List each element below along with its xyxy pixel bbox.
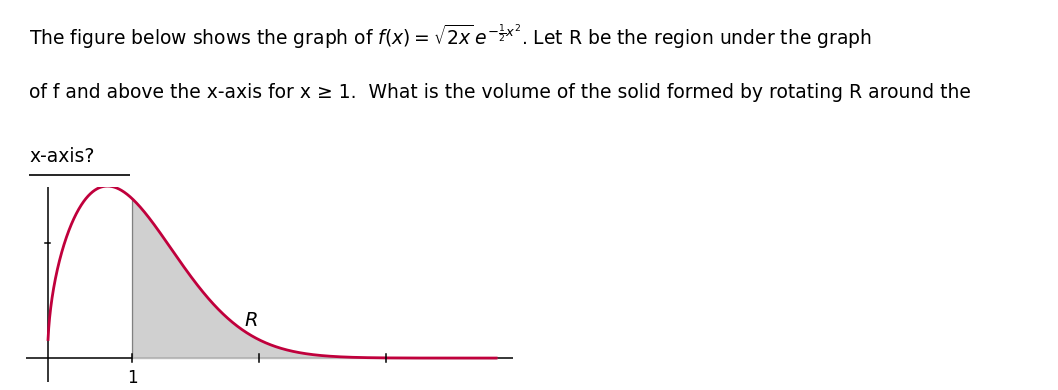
Text: x-axis?: x-axis?: [30, 147, 94, 166]
Text: of f and above the x-axis for x ≥ 1.  What is the volume of the solid formed by : of f and above the x-axis for x ≥ 1. Wha…: [30, 83, 971, 102]
Text: 1: 1: [127, 369, 138, 387]
Text: The figure below shows the graph of $f(x) = \sqrt{2x}\,e^{-\frac{1}{2}x^2}$. Let: The figure below shows the graph of $f(x…: [30, 22, 872, 51]
Text: $R$: $R$: [244, 311, 257, 330]
